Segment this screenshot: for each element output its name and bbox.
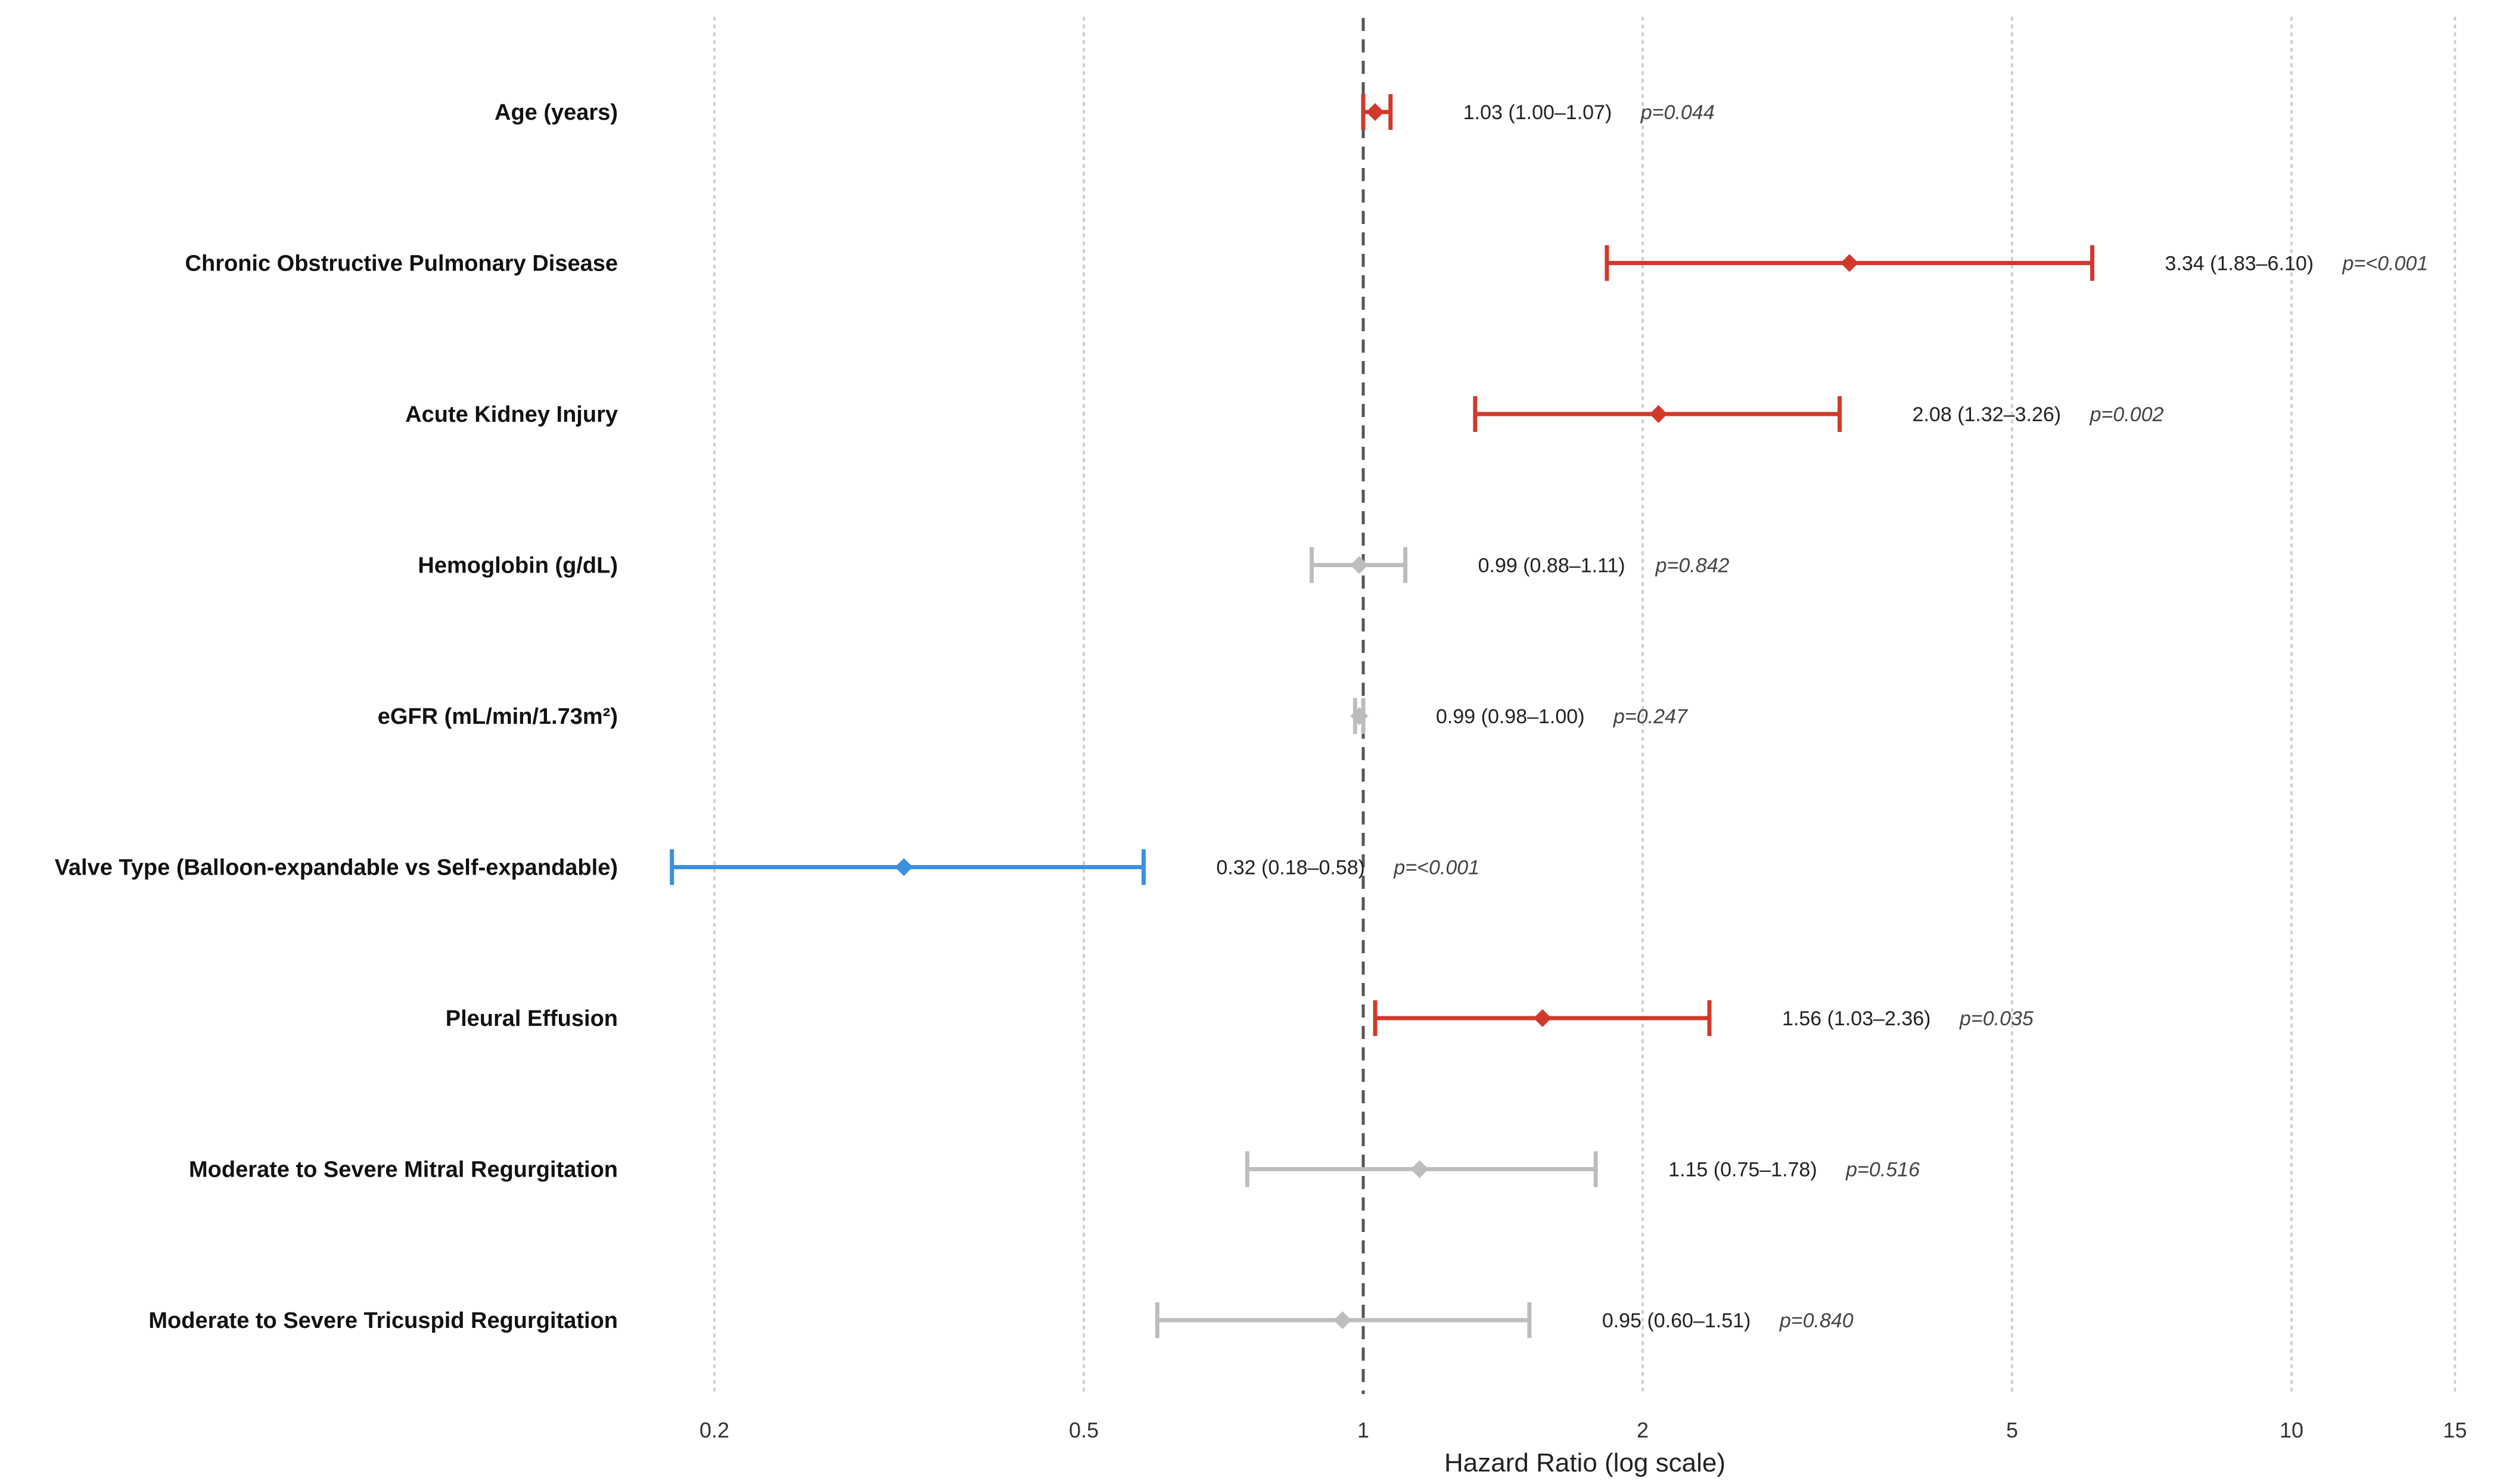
row-label: Moderate to Severe Tricuspid Regurgitati… [148, 1308, 618, 1333]
forest-row: Valve Type (Balloon-expandable vs Self-e… [55, 849, 1479, 885]
p-value-text: p=0.840 [1779, 1309, 1854, 1332]
grid-lines [713, 17, 2457, 1395]
forest-row: eGFR (mL/min/1.73m²) 0.99 (0.98–1.00) p=0.… [378, 698, 1688, 734]
row-label: Pleural Effusion [446, 1006, 618, 1031]
hr-point-marker [1649, 405, 1668, 423]
hr-estimate-text: 1.56 (1.03–2.36) [1782, 1007, 1931, 1030]
forest-row: Age (years) 1.03 (1.00–1.07) p=0.044 [495, 94, 1715, 130]
p-value-text: p=0.516 [1845, 1159, 1920, 1181]
forest-rows: Age (years) 1.03 (1.00–1.07) p=0.044 Chroni… [55, 94, 2429, 1338]
hr-estimate-text: 2.08 (1.32–3.26) [1913, 403, 2062, 426]
row-label: eGFR (mL/min/1.73m²) [378, 704, 618, 729]
hr-point-marker [1366, 103, 1385, 121]
x-tick-label: 1 [1357, 1418, 1369, 1442]
x-tick-label: 0.5 [1069, 1418, 1099, 1442]
x-tick-label: 10 [2280, 1418, 2303, 1442]
x-axis-ticks: 0.2 0.5 1 2 5 10 15 [699, 1418, 2467, 1442]
row-label: Acute Kidney Injury [405, 402, 618, 427]
hr-estimate-text: 1.03 (1.00–1.07) [1463, 101, 1612, 124]
x-tick-label: 15 [2443, 1418, 2467, 1442]
forest-row: Moderate to Severe Mitral Regurgitation 1… [189, 1151, 1920, 1187]
x-tick-label: 5 [2006, 1418, 2018, 1442]
forest-row: Pleural Effusion 1.56 (1.03–2.36) p=0.035 [446, 1000, 2034, 1036]
forest-row: Chronic Obstructive Pulmonary Disease 3.3… [185, 245, 2429, 281]
x-tick-label: 0.2 [699, 1418, 729, 1442]
hr-estimate-text: 0.32 (0.18–0.58) [1216, 857, 1365, 879]
hr-point-marker [1333, 1311, 1352, 1329]
p-value-text: p=0.044 [1640, 101, 1715, 124]
hr-point-marker [1840, 254, 1858, 272]
p-value-text: p=<0.001 [1393, 857, 1479, 879]
p-value-text: p=0.002 [2090, 403, 2164, 426]
x-tick-label: 2 [1637, 1418, 1649, 1442]
row-label: Hemoglobin (g/dL) [418, 553, 618, 578]
hr-point-marker [1533, 1009, 1552, 1027]
forest-row: Acute Kidney Injury 2.08 (1.32–3.26) p=0.0… [405, 396, 2164, 432]
hr-estimate-text: 1.15 (0.75–1.78) [1668, 1159, 1817, 1181]
forest-row: Moderate to Severe Tricuspid Regurgitati… [148, 1302, 1854, 1338]
p-value-text: p=0.035 [1959, 1007, 2034, 1030]
p-value-text: p=<0.001 [2342, 253, 2429, 275]
p-value-text: p=0.842 [1655, 555, 1730, 577]
hr-point-marker [1350, 707, 1369, 725]
hr-point-marker [1350, 556, 1369, 574]
hr-estimate-text: 3.34 (1.83–6.10) [2165, 253, 2314, 275]
row-label: Chronic Obstructive Pulmonary Disease [185, 251, 618, 276]
row-label: Age (years) [495, 100, 618, 125]
p-value-text: p=0.247 [1613, 705, 1688, 728]
row-label: Moderate to Severe Mitral Regurgitation [189, 1158, 618, 1183]
row-label: Valve Type (Balloon-expandable vs Self-e… [55, 855, 618, 881]
hr-estimate-text: 0.95 (0.60–1.51) [1602, 1309, 1751, 1332]
hr-estimate-text: 0.99 (0.98–1.00) [1436, 705, 1585, 728]
x-axis-title: Hazard Ratio (log scale) [1444, 1448, 1725, 1477]
hr-point-marker [1410, 1160, 1429, 1178]
hr-point-marker [895, 858, 913, 876]
hr-estimate-text: 0.99 (0.88–1.11) [1478, 555, 1625, 577]
forest-row: Hemoglobin (g/dL) 0.99 (0.88–1.11) p=0.842 [418, 547, 1730, 583]
